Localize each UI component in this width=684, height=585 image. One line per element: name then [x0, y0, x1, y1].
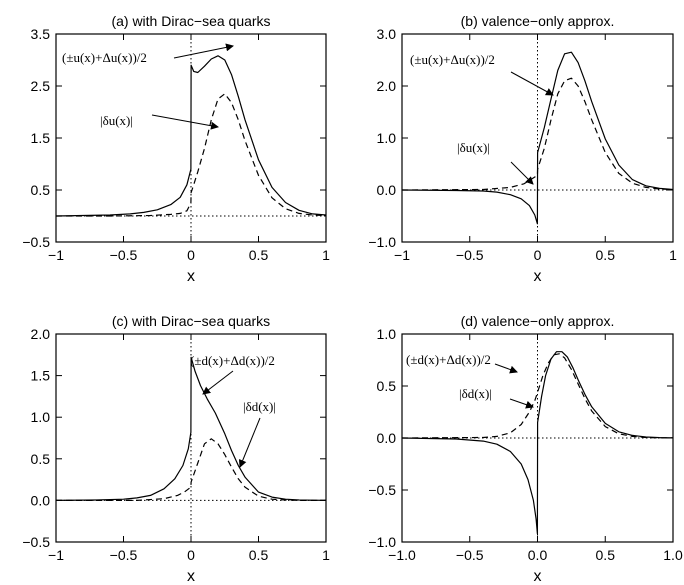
x-axis-label: x: [534, 268, 542, 285]
annotation-arrow: [151, 114, 219, 130]
x-axis-label: x: [534, 568, 542, 585]
annotation-arrow: [202, 370, 234, 395]
annotation-label: (±d(x)+Δd(x))/2: [190, 353, 275, 368]
x-tick-label: 0.5: [596, 547, 616, 563]
x-tick-label: 1: [322, 247, 330, 263]
chart-title: (d) valence−only approx.: [461, 313, 615, 329]
series-solid-line: [55, 55, 327, 217]
y-tick-label: 1.0: [377, 130, 397, 146]
x-tick-label: 1: [669, 247, 677, 263]
x-tick-label: 0: [534, 247, 542, 263]
series-solid-line: [55, 356, 327, 501]
x-tick-label: −1: [394, 247, 410, 263]
x-tick-label: 0.5: [596, 247, 616, 263]
chart-title: (a) with Dirac−sea quarks: [111, 13, 270, 29]
x-axis-label: x: [187, 568, 195, 585]
x-tick-label: −0.5: [456, 547, 484, 563]
y-tick-label: 0.0: [31, 492, 51, 508]
series-dashed-line: [56, 93, 327, 217]
annotation-label: |δd(x)|: [243, 399, 276, 414]
annotation-arrow: [510, 161, 534, 185]
y-tick-label: 1.0: [31, 409, 51, 425]
panel-a: (a) with Dirac−sea quarks−1 −0.5 0 0.5 1−0.5…: [22, 13, 330, 285]
y-tick-label: −1.0: [368, 534, 396, 550]
x-tick-label: 1.0: [663, 547, 683, 563]
x-tick-label: −0.5: [110, 247, 138, 263]
y-tick-label: 2.0: [31, 326, 51, 342]
y-tick-label: 0.5: [31, 182, 51, 198]
y-tick-label: −0.5: [368, 482, 396, 498]
y-tick-label: 1.5: [31, 130, 51, 146]
series-dashed-line: [56, 438, 326, 501]
y-tick-label: 3.0: [377, 26, 397, 42]
y-tick-label: 2.0: [377, 78, 397, 94]
y-tick-label: −0.5: [22, 234, 50, 250]
y-tick-label: 0.0: [377, 182, 397, 198]
y-tick-label: −1.0: [368, 234, 396, 250]
y-tick-label: 2.5: [31, 78, 51, 94]
y-tick-label: 1.5: [31, 368, 51, 384]
annotation-arrow: [510, 71, 554, 96]
x-tick-label: 1: [322, 547, 330, 563]
annotation-label: |δu(x)|: [100, 113, 133, 128]
chart-title: (c) with Dirac−sea quarks: [112, 313, 270, 329]
panel-d: (d) valence−only approx. −1.0 −0.5 0.0 0.5 1.…: [368, 313, 683, 585]
annotation-label: (±d(x)+Δd(x))/2: [406, 352, 491, 367]
x-tick-label: 0.5: [249, 547, 269, 563]
annotation-label: |δu(x)|: [457, 140, 490, 155]
annotation-label: (±u(x)+Δu(x))/2: [62, 50, 147, 65]
y-tick-label: 1.0: [377, 326, 397, 342]
x-tick-label: 0.0: [528, 547, 548, 563]
annotation-arrow: [173, 43, 234, 59]
y-tick-label: 0.5: [31, 451, 51, 467]
panel-b: (b) valence−only approx. −1 −0.5 0 0.5 1 −1.0 0…: [368, 13, 677, 285]
annotation-label: (±u(x)+Δu(x))/2: [410, 52, 495, 67]
x-tick-label: −0.5: [110, 547, 138, 563]
chart-title: (b) valence−only approx.: [461, 13, 615, 29]
series-dashed-line: [401, 353, 674, 439]
y-tick-label: −0.5: [22, 534, 50, 550]
x-tick-label: −1: [48, 247, 64, 263]
x-tick-label: −1: [48, 547, 64, 563]
y-tick-label: 0.0: [377, 430, 397, 446]
x-axis-label: x: [187, 268, 195, 285]
x-tick-label: 0.5: [249, 247, 269, 263]
annotation-label: |δd(x)|: [459, 386, 492, 401]
annotation-arrow: [238, 417, 261, 468]
x-tick-label: −0.5: [456, 247, 484, 263]
panel-c: (c) with Dirac−sea quarks−1 −0.5 0 0.5 1−0.5…: [22, 313, 330, 585]
series-solid-line: [401, 51, 674, 225]
x-tick-label: 0: [187, 547, 195, 563]
y-tick-label: 0.5: [377, 378, 397, 394]
x-tick-label: 0: [187, 247, 195, 263]
x-tick-label: −1.0: [388, 547, 416, 563]
annotation-arrow: [494, 363, 518, 374]
y-tick-label: 3.5: [31, 26, 51, 42]
annotation-arrow: [509, 398, 534, 409]
